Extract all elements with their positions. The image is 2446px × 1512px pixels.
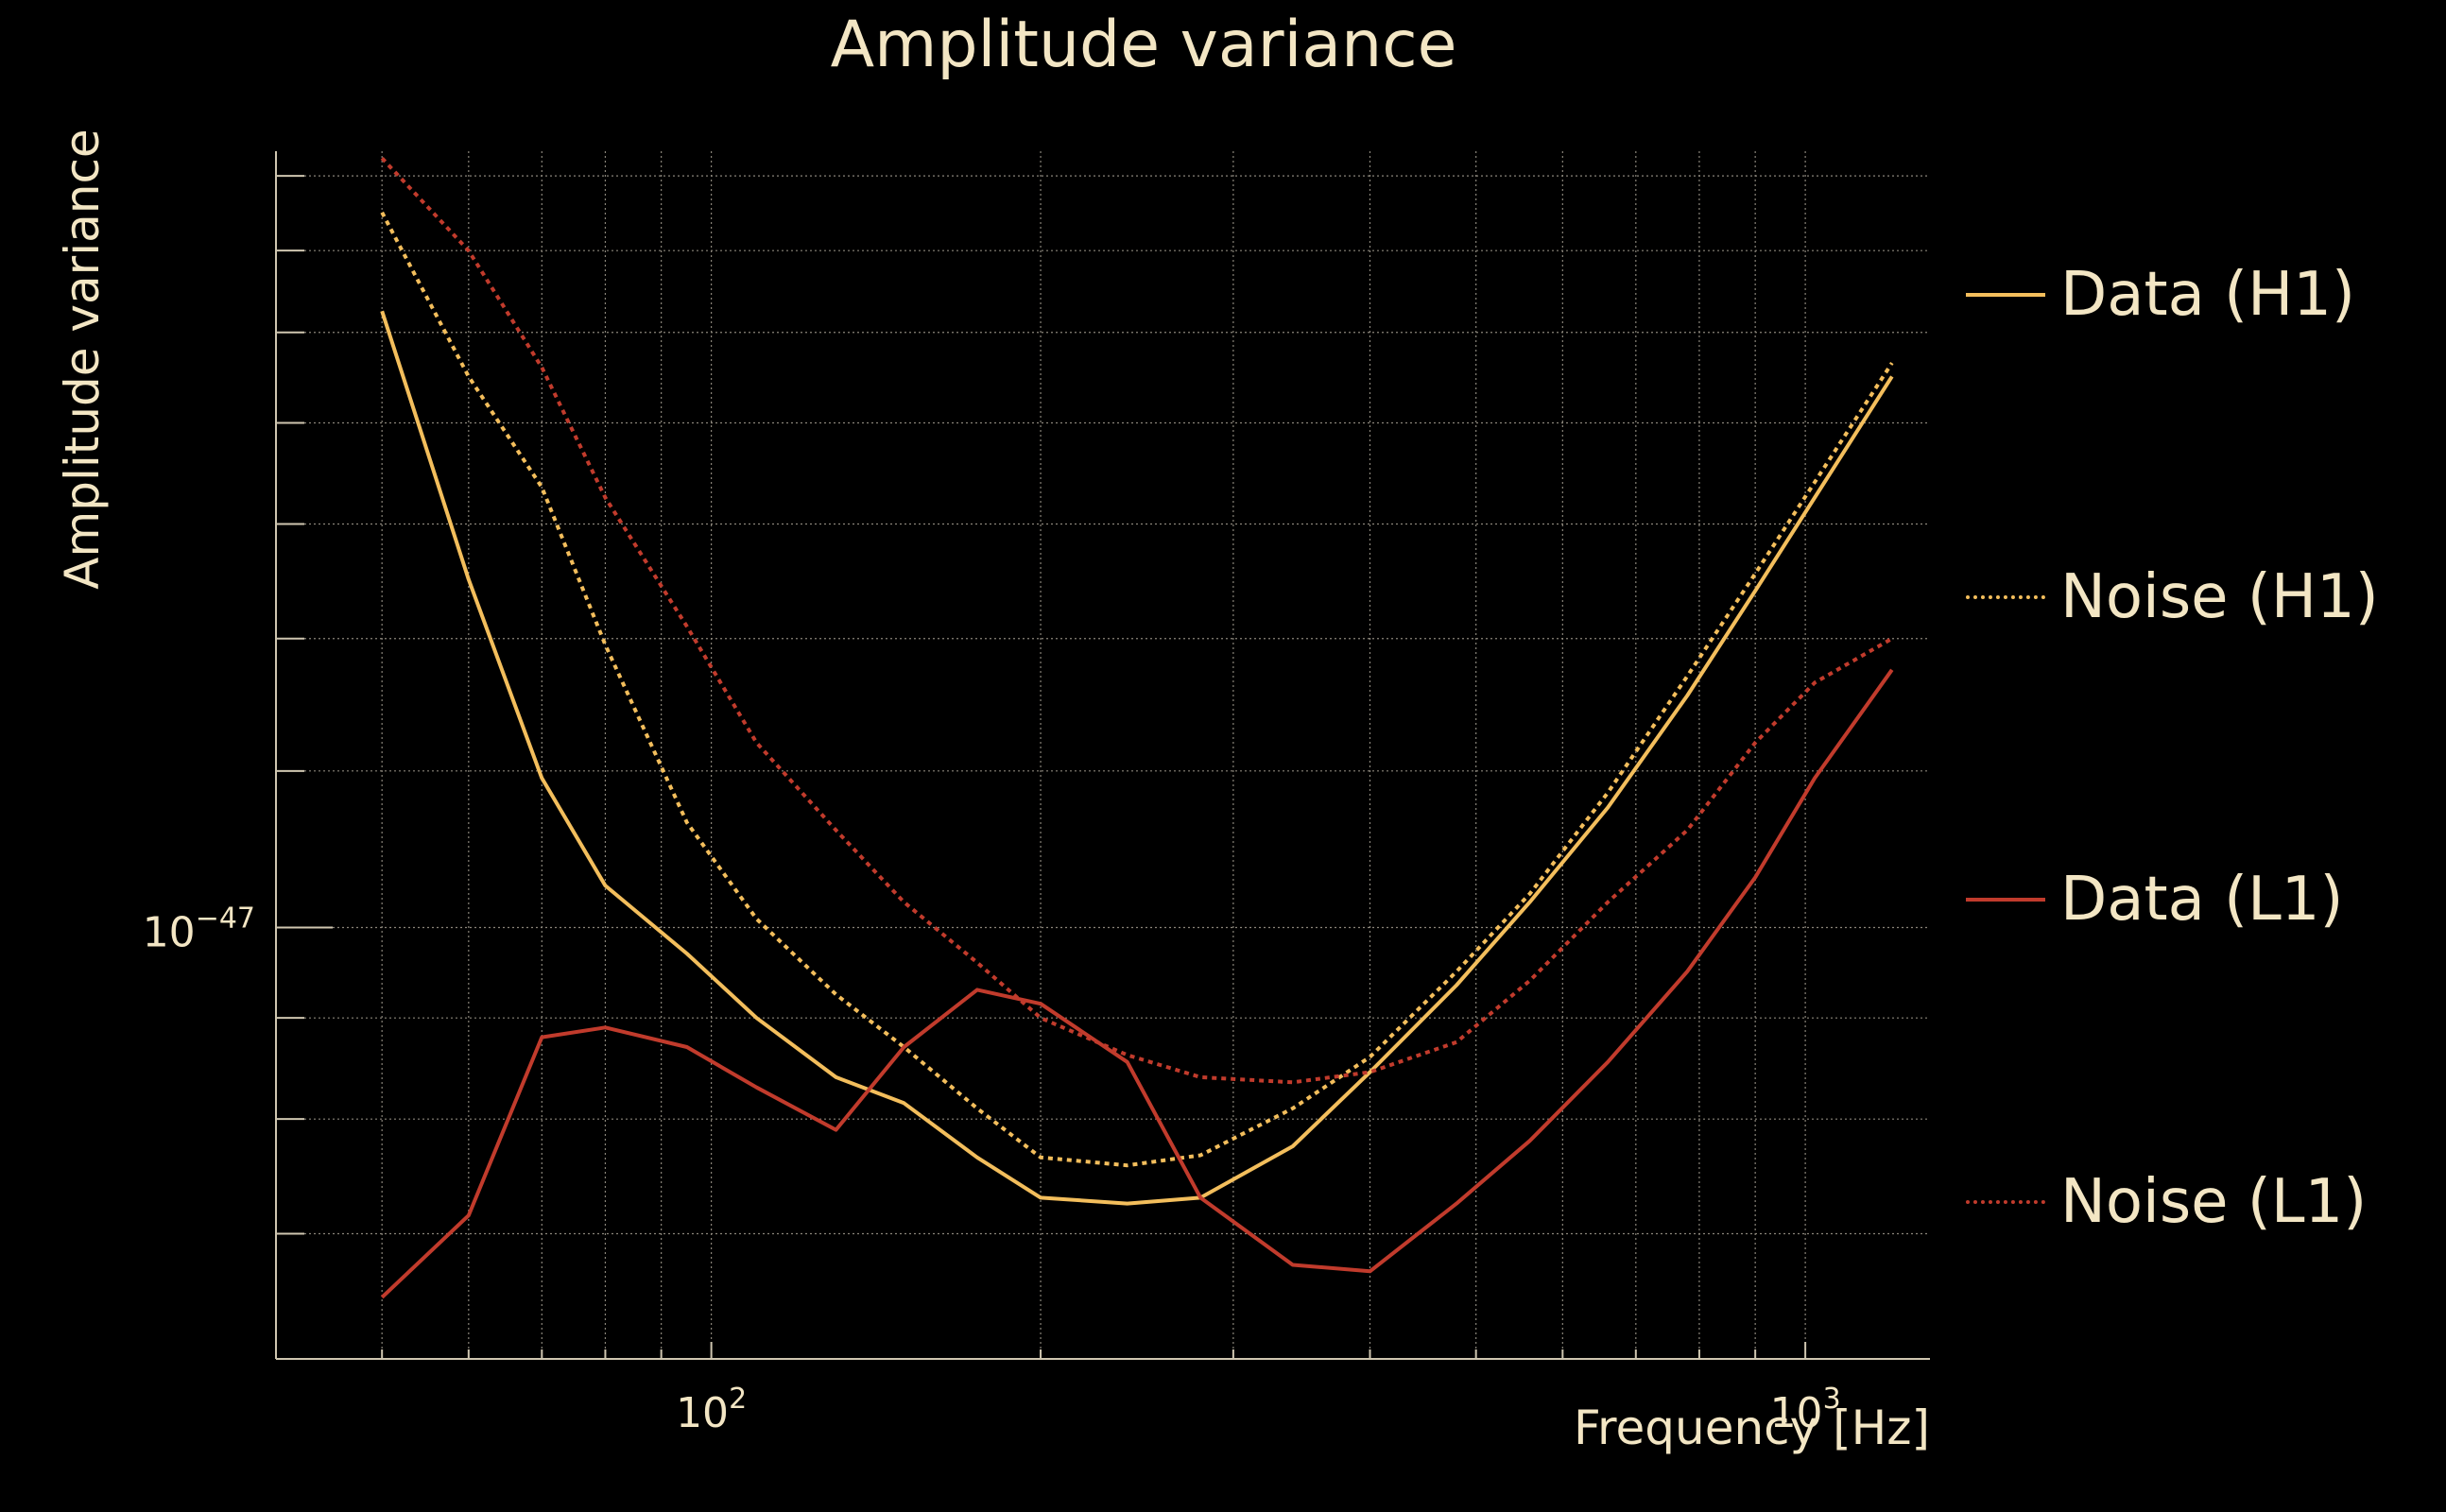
legend-swatch — [1966, 898, 2045, 902]
axes — [275, 151, 1930, 1360]
legend-item: Data (H1) — [1966, 257, 2355, 333]
series-line-noise-l1 — [380, 157, 1893, 1085]
axis-labels: 102 103 10−47 Frequency [Hz] Amplitude varia… — [55, 129, 1930, 1455]
series-line-noise-h1 — [380, 211, 1894, 1168]
legend-item: Data (L1) — [1966, 862, 2343, 937]
y-axis-label: Amplitude variance — [55, 129, 110, 589]
legend-item: Noise (H1) — [1966, 559, 2379, 635]
x-tick-label: 103 — [1770, 1383, 1841, 1437]
x-axis-label: Frequency [Hz] — [1574, 1400, 1930, 1455]
series-line-data-h1 — [380, 310, 1894, 1206]
grid-lines — [275, 151, 1930, 1359]
legend-swatch — [1966, 595, 2045, 599]
legend-swatch — [1966, 293, 2045, 297]
y-tick-label: 10−47 — [143, 902, 255, 956]
chart-title: Amplitude variance — [830, 8, 1457, 82]
legend-label: Noise (H1) — [2060, 562, 2379, 632]
legend-label: Data (H1) — [2060, 260, 2355, 330]
series-lines — [380, 157, 1894, 1299]
legend-label: Data (L1) — [2060, 865, 2344, 935]
legend-item: Noise (L1) — [1966, 1164, 2367, 1240]
series-line-data-l1 — [380, 668, 1894, 1299]
legend-swatch — [1966, 1200, 2045, 1204]
legend: Data (H1) Noise (H1) Data (L1) Noise (L1) — [1966, 0, 2438, 1512]
x-tick-label: 102 — [676, 1383, 747, 1437]
legend-label: Noise (L1) — [2060, 1167, 2368, 1237]
